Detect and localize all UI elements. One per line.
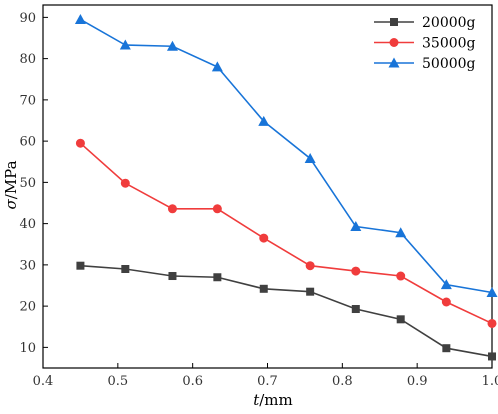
data-point — [168, 272, 177, 281]
series-layer — [74, 13, 498, 361]
x-tick-label: 0.9 — [407, 374, 428, 389]
data-point — [75, 138, 85, 148]
x-tick-label: 1.0 — [482, 374, 498, 389]
x-axis-symbol: t — [253, 391, 260, 409]
series-20000g — [76, 261, 496, 361]
data-point — [440, 279, 452, 290]
legend-marker — [390, 18, 398, 26]
legend-label: 35000g — [422, 36, 476, 52]
y-tick-label: 80 — [19, 52, 36, 67]
y-tick-label: 70 — [19, 93, 36, 108]
data-point — [119, 39, 131, 50]
y-axis-symbol: σ — [2, 199, 20, 210]
legend-item: 35000g — [374, 36, 476, 52]
y-axis-label: σ/MPa — [2, 160, 20, 209]
data-point — [396, 315, 405, 324]
data-point — [306, 287, 315, 296]
data-point — [213, 273, 222, 282]
data-point — [166, 40, 178, 51]
x-tick-label: 0.6 — [182, 374, 203, 389]
legend-item: 50000g — [374, 56, 476, 72]
x-tick-label: 0.5 — [107, 374, 128, 389]
y-axis-unit: /MPa — [2, 160, 20, 199]
data-point — [212, 204, 222, 214]
y-tick-label: 50 — [19, 176, 36, 191]
y-tick-label: 60 — [19, 135, 36, 150]
data-point — [486, 287, 498, 298]
data-point — [211, 61, 223, 72]
data-point — [487, 318, 497, 328]
series-line — [79, 142, 493, 325]
x-tick-label: 0.7 — [257, 374, 278, 389]
data-point — [258, 115, 270, 126]
data-point — [304, 152, 316, 163]
legend-label: 20000g — [422, 15, 476, 31]
data-point — [167, 204, 177, 214]
x-tick-label: 0.4 — [33, 374, 54, 389]
series-50000g — [74, 13, 498, 298]
legend-marker — [388, 57, 400, 68]
data-point — [305, 261, 315, 271]
data-point — [259, 284, 268, 293]
y-tick-label: 30 — [19, 258, 36, 273]
data-point — [351, 305, 360, 314]
y-axis-ticks: 10 20 30 40 50 60 70 80 90 — [19, 11, 48, 356]
data-point — [259, 233, 269, 243]
data-point — [395, 227, 407, 238]
data-point — [441, 297, 451, 307]
series-35000g — [75, 138, 497, 328]
x-tick-label: 0.8 — [332, 374, 353, 389]
x-axis-label: t/mm — [253, 391, 293, 409]
data-point — [74, 13, 86, 24]
series-line — [80, 18, 493, 294]
legend: 20000g 35000g 50000g — [374, 15, 476, 72]
y-tick-label: 20 — [19, 300, 36, 315]
data-point — [396, 271, 406, 281]
x-axis-ticks: 0.4 0.5 0.6 0.7 0.8 0.9 1.0 — [33, 363, 498, 389]
data-point — [350, 221, 362, 232]
y-tick-label: 40 — [19, 217, 36, 232]
y-tick-label: 10 — [19, 341, 36, 356]
legend-label: 50000g — [422, 56, 476, 72]
data-point — [488, 352, 496, 361]
legend-item: 20000g — [374, 15, 476, 31]
x-axis-unit: /mm — [259, 391, 293, 409]
series-line — [80, 264, 493, 358]
data-point — [76, 261, 85, 270]
data-point — [121, 265, 130, 273]
y-tick-label: 90 — [19, 11, 36, 26]
data-point — [120, 178, 130, 188]
data-point — [442, 344, 451, 353]
data-point — [351, 266, 361, 276]
legend-marker — [389, 38, 399, 47]
